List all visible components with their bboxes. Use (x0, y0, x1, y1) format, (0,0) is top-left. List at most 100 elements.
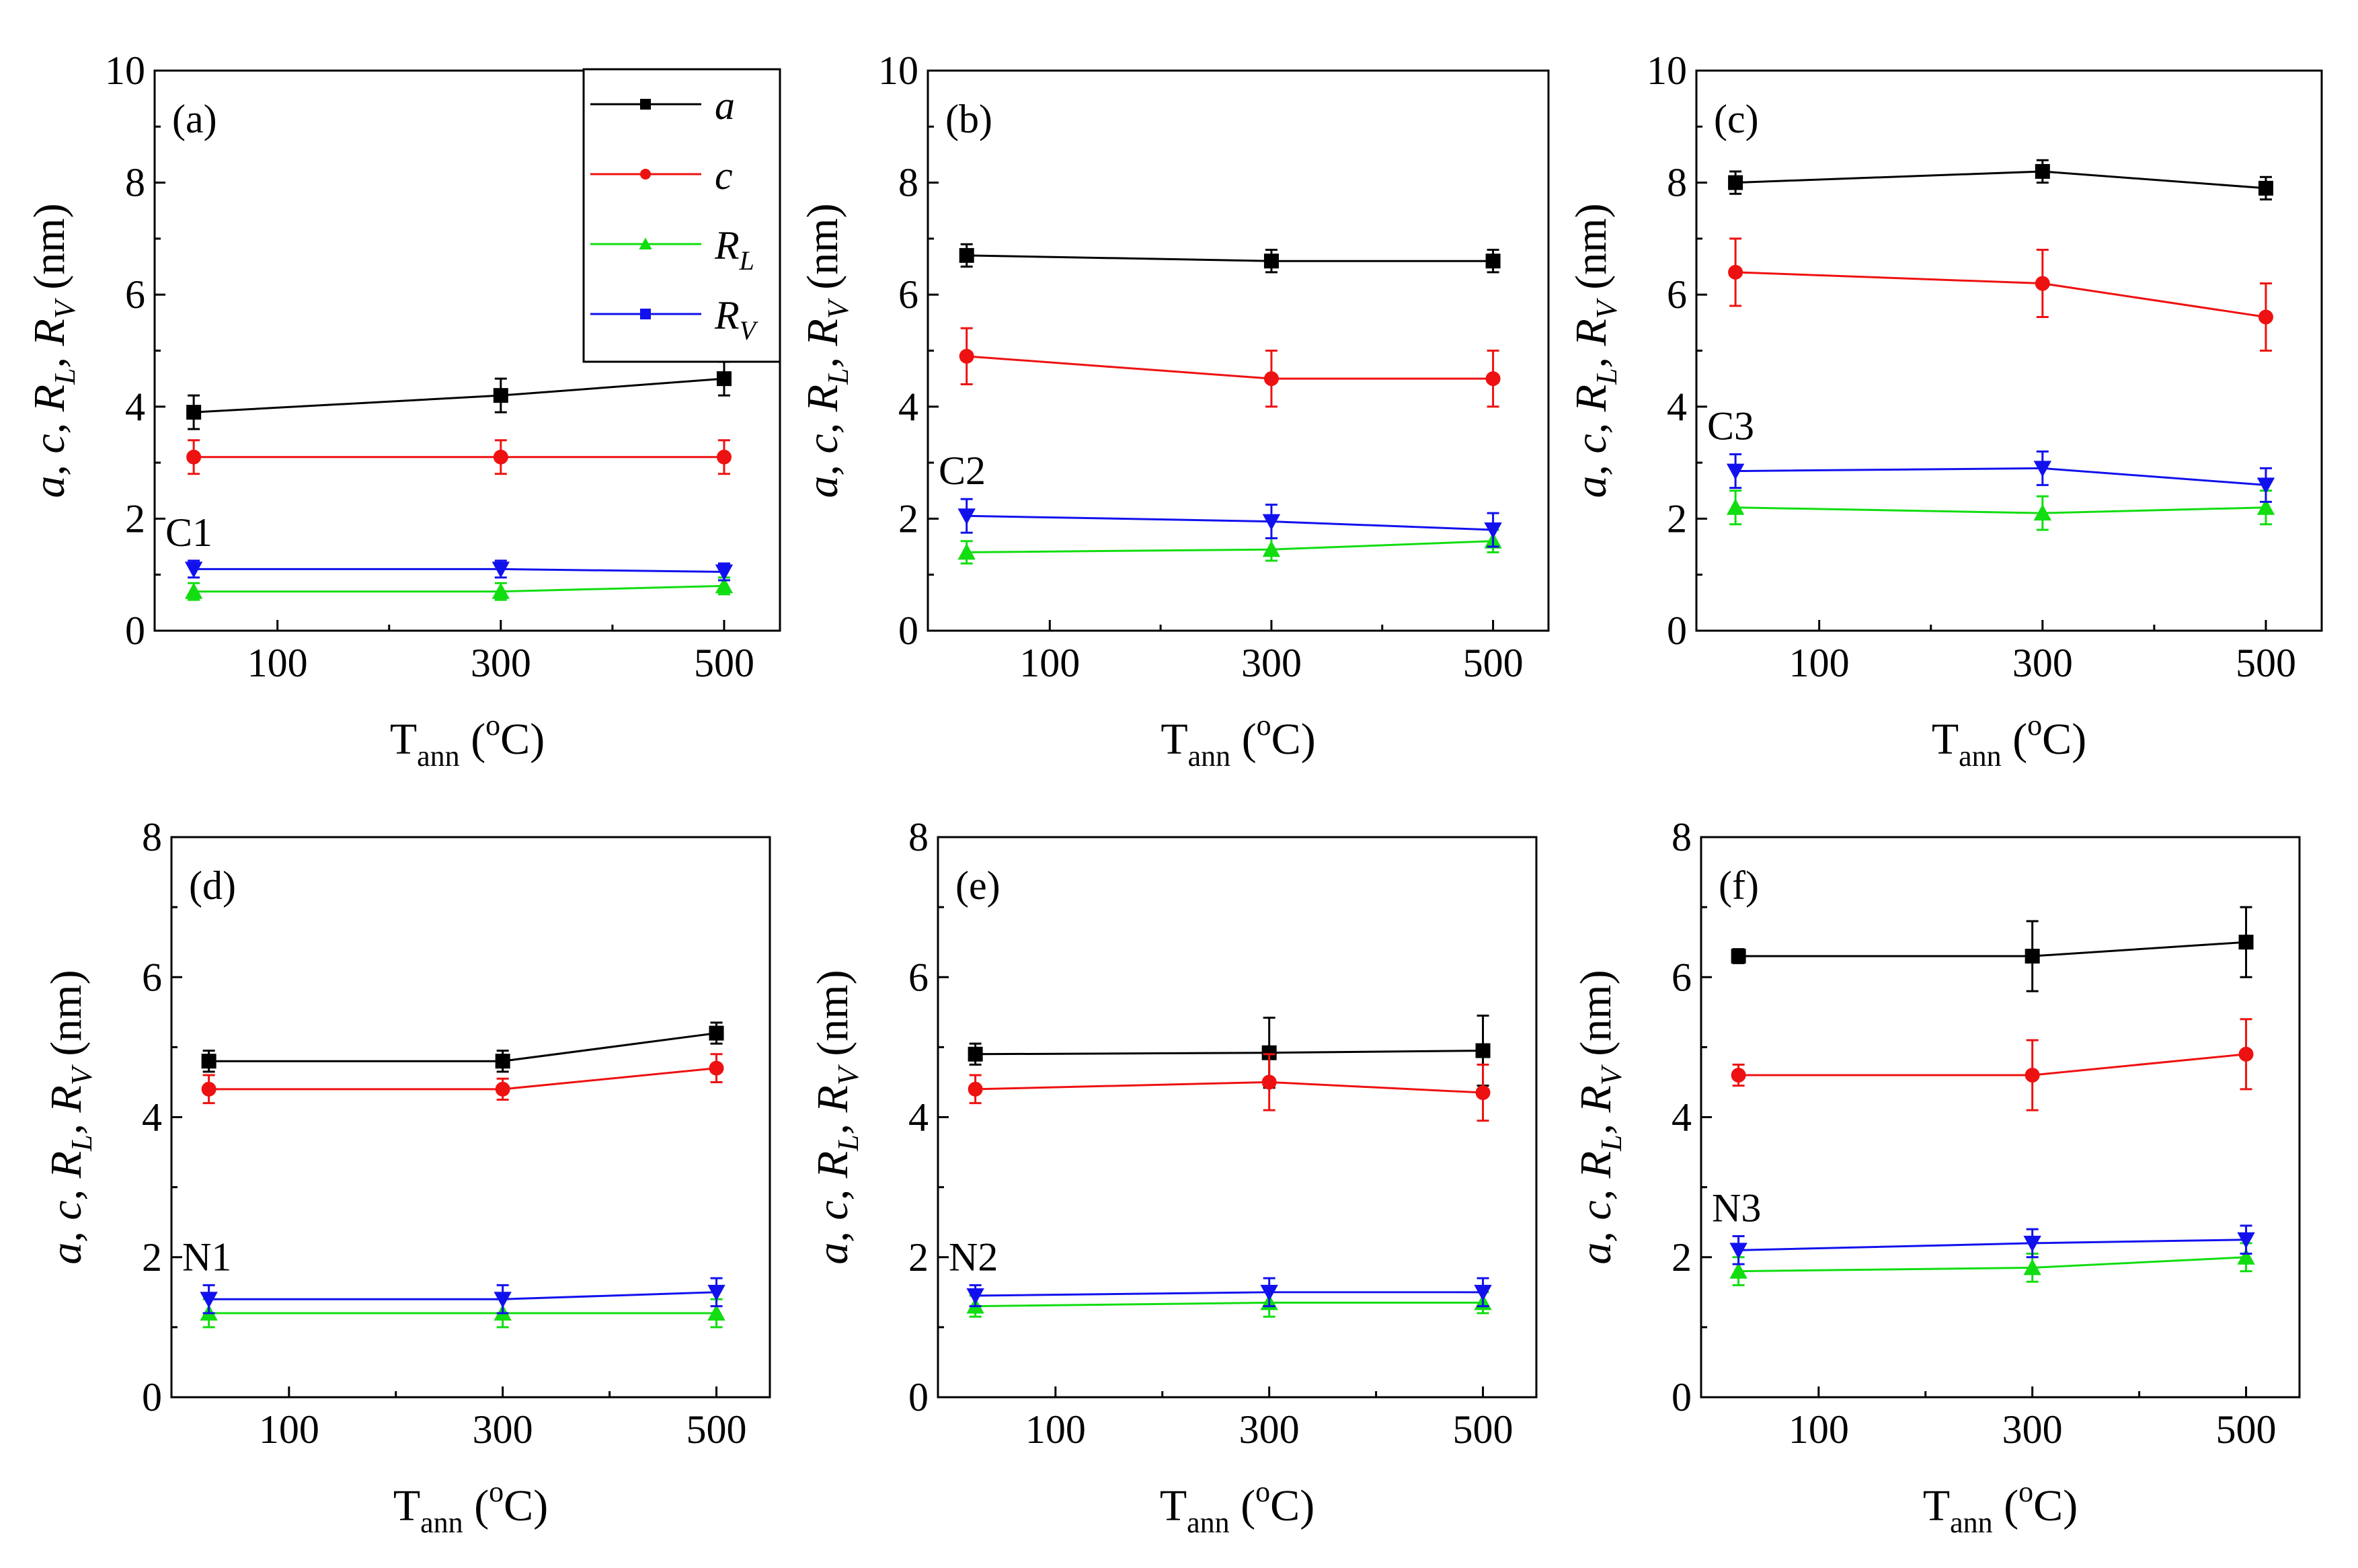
data-point-RL (1729, 1262, 1747, 1279)
data-point-a (1261, 1045, 1277, 1060)
y-tick-label: 8 (908, 815, 929, 859)
y-tick-label: 10 (1647, 48, 1687, 93)
series-RL (200, 1298, 725, 1329)
x-tick-label: 100 (1789, 1407, 1849, 1452)
data-point-RV (2033, 461, 2052, 477)
data-point-c (2258, 309, 2273, 325)
series-a (186, 360, 732, 430)
series-line-c (208, 1067, 717, 1091)
series-line-c (1735, 271, 2267, 319)
data-point-RV (1729, 1243, 1747, 1259)
data-point-RL (184, 582, 203, 599)
series-RV (184, 559, 734, 582)
data-point-RL (957, 543, 976, 560)
data-point-c (186, 449, 202, 465)
y-tick-label: 6 (1672, 955, 1692, 999)
y-tick-label: 2 (898, 496, 918, 541)
series-line-a (194, 377, 725, 414)
legend-marker (640, 99, 651, 110)
x-tick-label: 300 (1239, 1407, 1300, 1452)
panel-label: (b) (945, 97, 992, 141)
panel-e: 0 2 4 6 8 100 300 500 Tann (oC) a, c, RL, RV (nm)… (808, 815, 1538, 1539)
data-point-RL (2033, 504, 2052, 521)
data-point-a (2258, 180, 2273, 196)
y-tick-label: 4 (1672, 1095, 1692, 1140)
data-point-RV (1260, 1284, 1278, 1302)
series-RL (1726, 489, 2275, 531)
data-point-RV (2256, 477, 2275, 494)
data-point-RV (200, 1292, 218, 1308)
data-point-RV (1726, 463, 1745, 480)
series-a (1731, 906, 2254, 992)
data-point-a (2035, 163, 2050, 179)
series-line-RV (208, 1291, 717, 1300)
panel-label: (a) (172, 97, 217, 141)
data-point-RV (492, 561, 510, 578)
data-point-RV (1484, 522, 1502, 539)
data-point-a (2238, 935, 2254, 950)
legend-item-RL: RL (590, 223, 754, 276)
panel-label: (c) (1714, 97, 1759, 141)
series-c (968, 1053, 1491, 1122)
y-tick-label: 2 (1672, 1235, 1692, 1280)
data-point-c (2025, 1068, 2040, 1083)
y-tick-label: 2 (908, 1235, 929, 1280)
data-point-c (201, 1081, 217, 1097)
data-point-RL (2256, 498, 2275, 515)
data-point-RV (1262, 514, 1281, 531)
data-point-RV (966, 1288, 984, 1305)
data-point-RV (707, 1284, 725, 1302)
series-line-a (1738, 941, 2246, 957)
series-RV (1726, 450, 2275, 503)
y-tick-label: 8 (1672, 815, 1692, 859)
x-axis-label: Tann (oC) (390, 709, 545, 773)
x-axis-label: Tann (oC) (1923, 1475, 2078, 1539)
x-tick-label: 300 (471, 641, 531, 685)
series-RL (957, 528, 1502, 565)
y-tick-label: 6 (142, 955, 162, 999)
data-point-a (1475, 1043, 1491, 1058)
data-point-c (1261, 1074, 1277, 1090)
series-line-RV (194, 567, 724, 574)
panel-b: 0 2 4 6 8 10 100 300 500 Tann (oC) a, c, RL, RV (n… (798, 48, 1550, 773)
data-point-c (2238, 1046, 2254, 1062)
series-a (968, 1015, 1491, 1089)
series-line-RV (975, 1291, 1483, 1297)
data-point-c (716, 449, 732, 465)
sample-label: C2 (939, 448, 986, 493)
y-tick-label: 2 (125, 496, 145, 541)
x-tick-label: 100 (1025, 1407, 1086, 1452)
series-RL (184, 576, 734, 601)
y-axis-label: a, c, RL, RV (nm) (1567, 203, 1623, 498)
legend-marker (640, 169, 651, 180)
series-c (186, 439, 732, 475)
panel-label: (e) (955, 863, 1000, 908)
series-line-c (966, 355, 1493, 380)
sample-label: C3 (1707, 404, 1754, 448)
x-tick-label: 500 (1453, 1407, 1514, 1452)
y-tick-label: 10 (878, 48, 918, 93)
data-point-a (495, 1054, 510, 1069)
x-axis-label: Tann (oC) (1160, 1475, 1314, 1539)
sample-label: N1 (182, 1234, 231, 1279)
legend-item-c: c (590, 153, 733, 198)
x-tick-label: 100 (1789, 641, 1850, 685)
y-tick-label: 0 (898, 609, 918, 653)
series-line-RL (975, 1301, 1483, 1308)
data-point-a (2025, 949, 2040, 964)
x-tick-label: 500 (1463, 641, 1524, 685)
series-line-a (966, 254, 1493, 262)
data-point-RV (2237, 1232, 2255, 1249)
data-point-RV (2023, 1235, 2041, 1253)
x-axis-label: Tann (oC) (1161, 709, 1315, 773)
y-tick-label: 6 (125, 272, 145, 317)
data-point-a (1731, 949, 1746, 964)
data-point-c (968, 1081, 983, 1097)
x-tick-label: 500 (686, 1407, 747, 1452)
panel-a: 0 2 4 6 8 10 100 300 500 Tann (oC) a, c, RL, RV (n… (25, 48, 781, 773)
data-point-a (968, 1046, 983, 1062)
data-point-RL (715, 577, 734, 594)
data-point-RL (1262, 541, 1281, 557)
panel-f: 0 2 4 6 8 100 300 500 Tann (oC) a, c, RL, RV (nm)… (1571, 815, 2301, 1539)
